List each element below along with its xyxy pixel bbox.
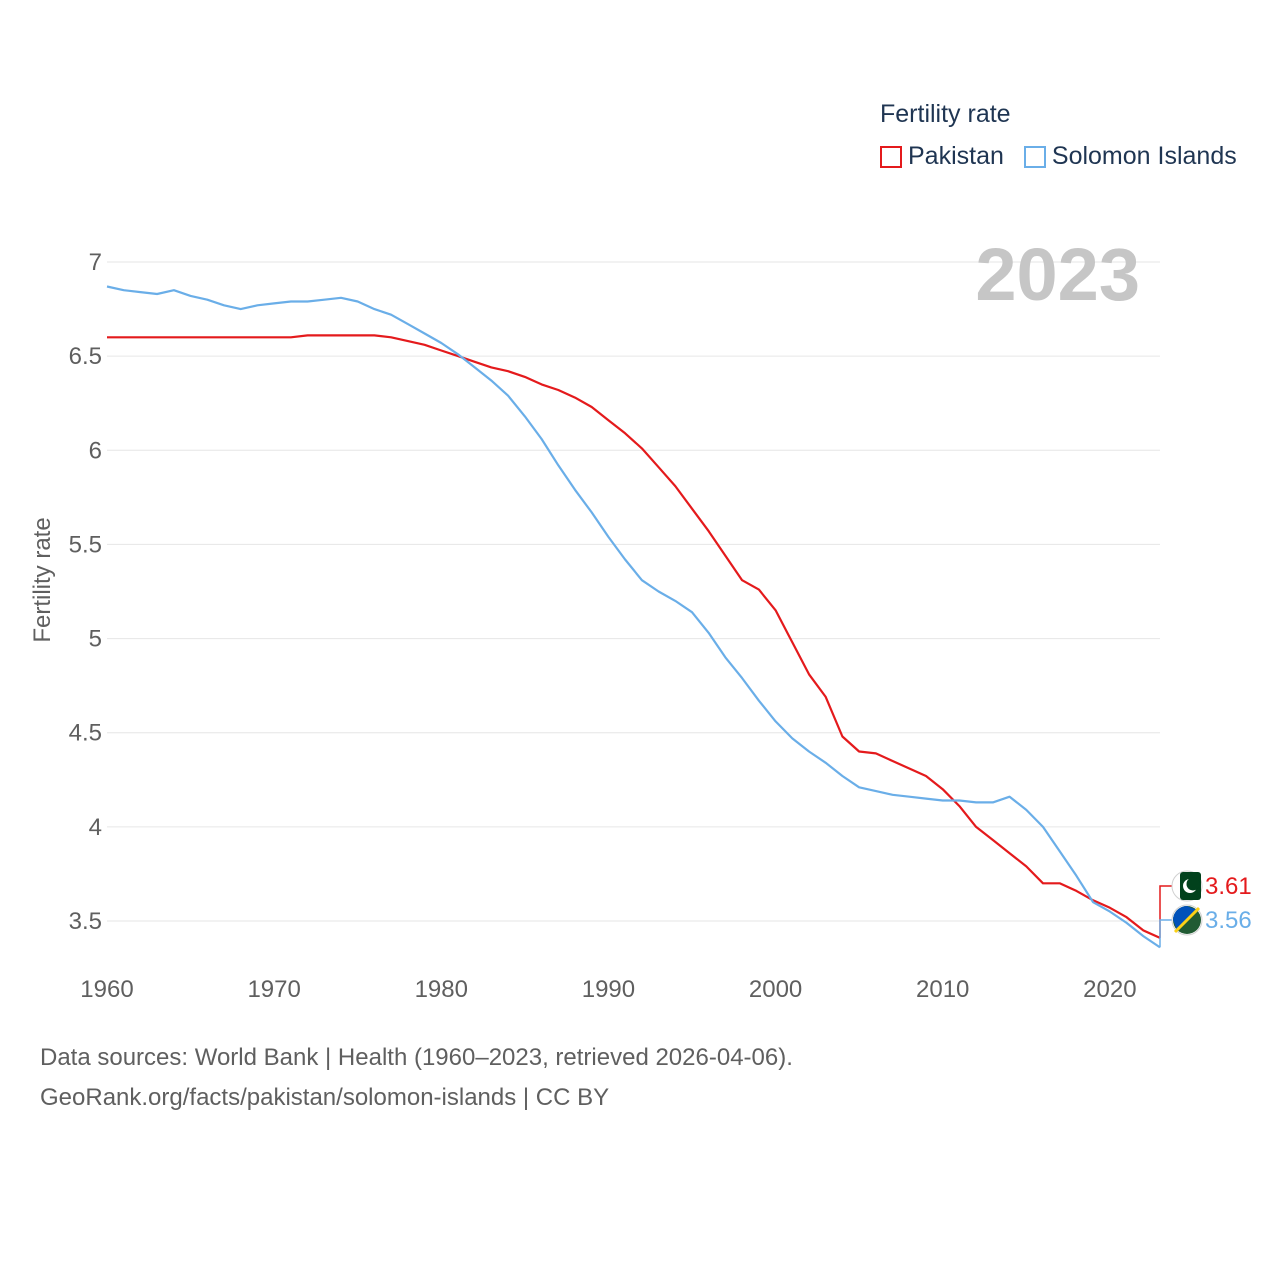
legend-item-solomon-islands[interactable]: Solomon Islands [1023,142,1237,171]
connector-solomon-islands [1159,919,1172,948]
series-line-pakistan[interactable] [107,334,1161,939]
flag-pakistan-icon [1171,870,1203,902]
footer-attribution[interactable]: GeoRank.org/facts/pakistan/solomon-islan… [40,1084,610,1111]
y-tick-label: 4.5 [69,720,102,747]
grid-lines [107,261,1160,922]
series-endpoints: 3.61 3.56 [1159,870,1252,948]
legend-title: Fertility rate [880,100,1011,128]
legend: Pakistan Solomon Islands [880,142,1257,171]
end-value-pakistan: 3.61 [1205,873,1252,900]
legend-label-solomon-islands: Solomon Islands [1051,142,1237,170]
legend-item-pakistan[interactable]: Pakistan [880,142,1004,171]
y-tick-label: 3.5 [69,908,102,935]
y-axis-ticks: 3.5 4 4.5 5 5.5 6 6.5 7 [69,249,102,935]
x-axis-ticks: 1960 1970 1980 1990 2000 2010 2020 [80,976,1136,1003]
y-tick-label: 6.5 [69,343,102,370]
y-tick-label: 5.5 [69,531,102,558]
y-tick-label: 6 [89,437,102,464]
x-tick-label: 2000 [749,976,802,1003]
y-axis-label: Fertility rate [29,517,56,642]
x-tick-label: 1960 [80,976,133,1003]
legend-swatch-solomon-islands [1023,145,1046,168]
flag-solomon-islands-icon [1171,904,1203,936]
series-line-solomon-islands[interactable] [106,285,1161,949]
x-tick-label: 2020 [1083,976,1136,1003]
legend-swatch-pakistan [880,145,902,168]
footer-sources: Data sources: World Bank | Health (1960–… [40,1044,793,1071]
legend-label-pakistan: Pakistan [908,142,1004,170]
y-tick-label: 7 [89,249,102,276]
y-tick-label: 5 [89,626,102,653]
x-tick-label: 1970 [247,976,300,1003]
y-tick-label: 4 [89,814,102,841]
x-tick-label: 1980 [415,976,468,1003]
year-label: 2023 [975,233,1140,316]
end-value-solomon-islands: 3.56 [1205,907,1252,934]
x-tick-label: 1990 [582,976,635,1003]
x-tick-label: 2010 [916,976,969,1003]
connector-pakistan [1159,885,1172,938]
series-lines [106,285,1161,949]
